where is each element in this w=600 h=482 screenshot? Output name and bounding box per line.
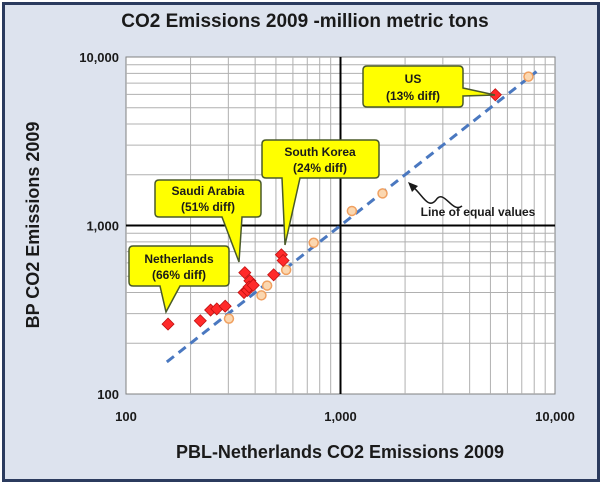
equal-values-arrow — [412, 186, 463, 209]
data-point-circle — [377, 188, 388, 199]
callout-south-korea-line2: (24% diff) — [293, 161, 347, 175]
data-point-diamond — [193, 314, 207, 328]
data-point-diamond — [488, 88, 502, 102]
callout-saudi-arabia-shape — [154, 179, 262, 263]
callout-us: US (13% diff) — [362, 65, 496, 108]
y-tick-labels: 100 1,000 10,000 — [79, 50, 119, 402]
callout-us-line1: US — [405, 72, 422, 86]
data-point-diamond — [246, 278, 260, 292]
data-point-circle — [523, 71, 534, 82]
callout-saudi-arabia-line2: (51% diff) — [181, 200, 235, 214]
callout-us-shape — [362, 65, 496, 108]
data-point-diamond — [276, 253, 290, 268]
equal-values-label: Line of equal values — [421, 205, 536, 219]
data-point-diamond — [218, 299, 232, 313]
callout-south-korea: South Korea (24% diff) — [261, 139, 380, 246]
callout-netherlands: Netherlands (66% diff) — [128, 245, 230, 315]
data-point-circle — [223, 313, 235, 324]
callout-south-korea-line1: South Korea — [284, 145, 356, 159]
x-axis-label: PBL-Netherlands CO2 Emissions 2009 — [176, 442, 504, 462]
data-point-diamond — [161, 317, 175, 331]
data-point-diamond — [238, 266, 252, 280]
callout-south-korea-shape — [261, 139, 380, 246]
line-of-equal-values-annotation: Line of equal values — [408, 182, 536, 219]
x-tick-label: 10,000 — [535, 409, 575, 424]
equal-values-arrowhead — [408, 182, 418, 192]
data-points — [161, 71, 534, 331]
callout-netherlands-line1: Netherlands — [144, 252, 214, 266]
y-tick-label: 100 — [97, 387, 119, 402]
callout-us-line2: (13% diff) — [386, 89, 440, 103]
x-tick-labels: 100 1,000 10,000 — [115, 409, 575, 424]
data-point-circle — [346, 205, 358, 217]
data-point-circle — [261, 280, 273, 291]
y-axis-label: BP CO2 Emissions 2009 — [23, 122, 43, 329]
x-tick-label: 1,000 — [324, 409, 357, 424]
data-point-circle — [280, 264, 292, 276]
callout-saudi-arabia-line1: Saudi Arabia — [172, 184, 245, 198]
data-point-diamond — [267, 268, 281, 282]
grid-major — [126, 57, 555, 394]
callout-saudi-arabia: Saudi Arabia (51% diff) — [154, 179, 262, 263]
data-point-circle — [308, 237, 319, 248]
callout-netherlands-shape — [128, 245, 230, 315]
y-tick-label: 1,000 — [86, 219, 119, 234]
chart-title: CO2 Emissions 2009 -million metric tons — [121, 11, 488, 32]
y-tick-label: 10,000 — [79, 50, 119, 65]
callout-netherlands-line2: (66% diff) — [152, 268, 206, 282]
data-point-circle — [256, 290, 267, 301]
x-tick-label: 100 — [115, 409, 137, 424]
